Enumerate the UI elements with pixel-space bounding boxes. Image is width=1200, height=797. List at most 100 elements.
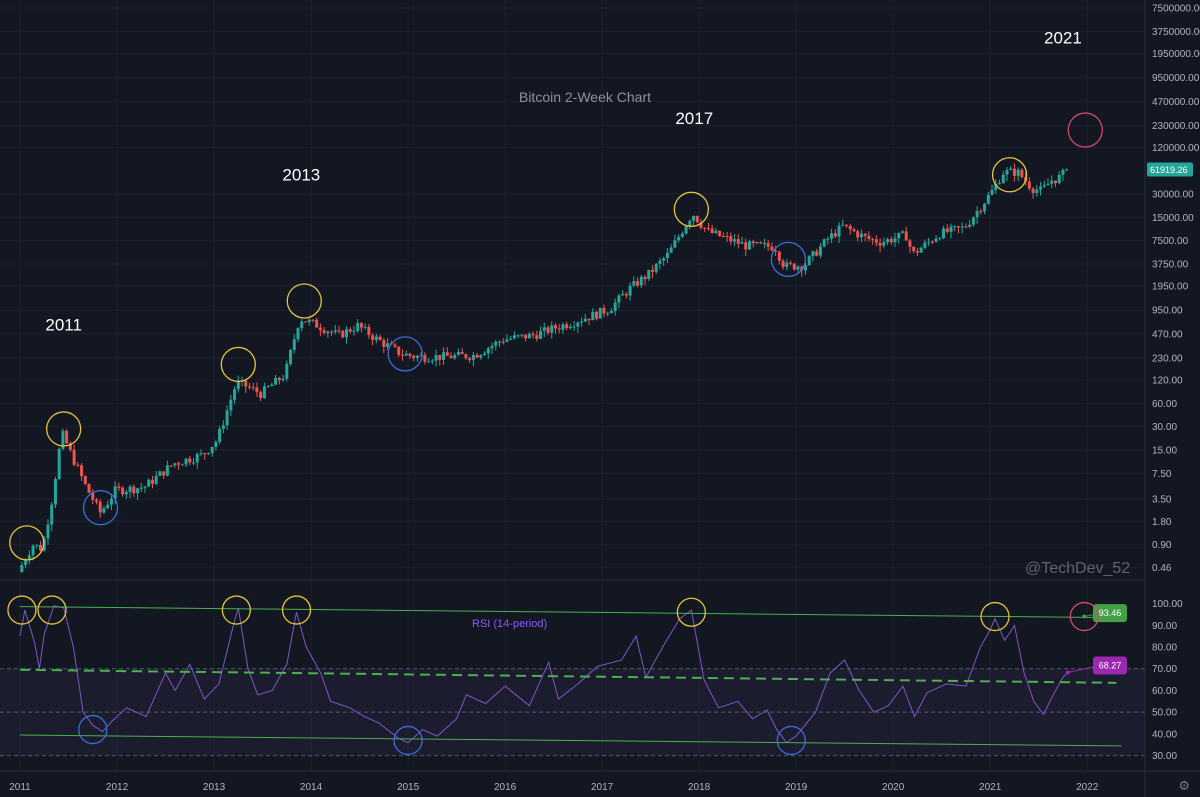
rsi-tick-label: 80.00 — [1152, 642, 1177, 653]
price-tick-label: 0.90 — [1152, 540, 1172, 551]
candle-body — [497, 341, 501, 343]
price-tick-label: 15.00 — [1152, 445, 1177, 456]
rsi-highlight-circle — [7, 595, 37, 625]
candle-body — [927, 241, 931, 243]
candle-body — [539, 330, 543, 339]
rsi-tick-label: 40.00 — [1152, 729, 1177, 740]
candle-body — [830, 233, 834, 239]
candle-body — [464, 354, 468, 359]
candle-body — [930, 241, 934, 243]
candle-body — [580, 321, 584, 323]
candle-body — [121, 487, 125, 495]
candle-body — [624, 294, 628, 296]
candle-body — [871, 238, 875, 240]
rsi-value-badge — [1093, 656, 1127, 675]
candle-body — [632, 281, 636, 286]
candle-body — [591, 311, 595, 321]
candle-body — [815, 251, 819, 256]
candle-body — [333, 330, 337, 333]
rsi-band — [0, 668, 1145, 757]
candle-body — [856, 231, 860, 238]
price-tick-label: 950000.00 — [1152, 73, 1200, 84]
candle-body — [762, 243, 766, 245]
candle-body — [785, 262, 789, 268]
candle-body — [400, 354, 404, 356]
candle-body — [841, 224, 845, 226]
candle-body — [1012, 168, 1016, 176]
rsi-highlight-circle — [1069, 601, 1099, 632]
candle-body — [1031, 188, 1035, 194]
candle-body — [893, 238, 897, 243]
candle-body — [945, 228, 949, 232]
candle-body — [442, 352, 446, 360]
candle-body — [225, 410, 229, 426]
candle-body — [31, 545, 35, 556]
rsi-tick-label: 60.00 — [1152, 686, 1177, 697]
rsi-highlight-circle — [281, 595, 312, 625]
candle-body — [468, 358, 472, 360]
price-tick-label: 470.00 — [1152, 329, 1183, 340]
candle-body — [154, 475, 158, 484]
candle-body — [221, 425, 225, 429]
candle-body — [889, 239, 893, 243]
candle-body — [915, 251, 919, 253]
rsi-tick-label: 90.00 — [1152, 621, 1177, 632]
candle-body — [617, 295, 621, 303]
candle-body — [415, 355, 419, 358]
candle-body — [345, 329, 349, 338]
candle-body — [919, 247, 923, 253]
highlight-circle — [220, 346, 256, 383]
candle-body — [229, 399, 233, 411]
candle-body — [1046, 183, 1050, 186]
candle-body — [602, 307, 606, 314]
price-tick-label: 0.46 — [1152, 563, 1172, 574]
candle-body — [636, 281, 640, 286]
candle-body — [572, 326, 576, 328]
last-price-badge — [1147, 162, 1193, 177]
candle-body — [83, 476, 87, 484]
candle-body — [255, 387, 259, 393]
candle-body — [72, 449, 76, 465]
candle-body — [356, 323, 360, 331]
candle-body — [789, 262, 793, 264]
candle-body — [266, 386, 270, 388]
candle-body — [98, 501, 102, 513]
rsi-highlight-circle — [37, 595, 67, 625]
price-tick-label: 1950000.00 — [1152, 49, 1200, 60]
candle-body — [274, 377, 278, 385]
candle-body — [57, 448, 61, 480]
candle-body — [1065, 169, 1069, 171]
candle-body — [348, 329, 352, 332]
candle-body — [718, 230, 722, 237]
candle-body — [542, 327, 546, 331]
candle-body — [781, 260, 785, 268]
price-tick-label: 60.00 — [1152, 399, 1177, 410]
candle-body — [117, 486, 121, 488]
candle-body — [583, 318, 587, 322]
candle-body — [956, 226, 960, 228]
candle-body — [650, 269, 654, 272]
candle-body — [139, 487, 143, 489]
candle-body — [546, 327, 550, 333]
candle-body — [76, 464, 80, 466]
candle-body — [53, 479, 57, 505]
candle-body — [158, 471, 162, 476]
candle-body — [527, 333, 531, 339]
candle-body — [87, 483, 91, 493]
gear-icon[interactable]: ⚙ — [1178, 779, 1190, 794]
candle-body — [994, 183, 998, 190]
price-tick-label: 3.50 — [1152, 494, 1172, 505]
price-tick-label: 230000.00 — [1152, 121, 1200, 132]
candle-body — [177, 463, 181, 465]
candle-body — [695, 216, 699, 223]
candle-body — [803, 265, 807, 271]
candle-body — [859, 233, 863, 238]
candle-body — [647, 269, 651, 280]
highlight-circle — [9, 525, 45, 561]
candle-body — [337, 330, 341, 332]
candle-body — [744, 242, 748, 250]
candle-body — [434, 354, 438, 361]
candle-body — [878, 242, 882, 246]
rsi-upper-trendline — [19, 606, 1122, 619]
price-tick-label: 1.80 — [1152, 517, 1172, 528]
